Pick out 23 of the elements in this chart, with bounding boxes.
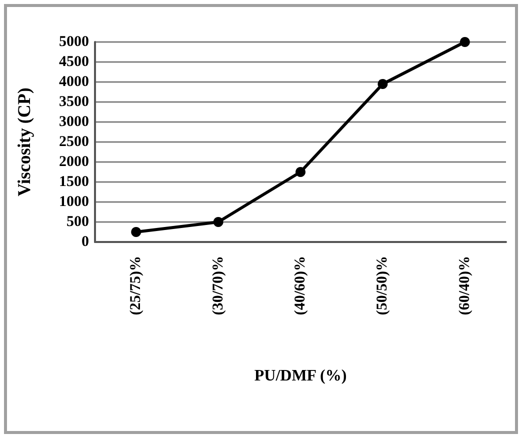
y-tick-label: 3000 [59,114,89,130]
x-tick-label: (40/60)% [292,256,308,316]
y-tick-label: 1500 [59,174,89,190]
x-tick-label: (30/70)% [210,256,226,316]
point [213,217,224,227]
y-tick-label: 4000 [59,74,89,90]
x-tick-label: (25/75)% [128,256,144,316]
y-tick-label: 0 [82,234,89,250]
x-tick-label: (50/50)% [374,256,391,316]
y-tick-label: 3500 [59,94,89,110]
point [296,167,306,177]
x-axis-title: PU/DMF (%) [254,368,347,384]
y-axis-title: Viscosity (CP) [14,88,34,196]
y-tick-label: 5000 [59,34,89,50]
y-tick-label: 1000 [59,194,89,210]
x-tick-label: (60/40)% [456,256,473,316]
y-tick-label: 2000 [59,154,89,170]
point [460,37,470,47]
y-tick-label: 4500 [59,54,89,70]
y-tick-label: 500 [66,214,89,230]
point [131,227,142,237]
y-tick-label: 2500 [59,134,89,150]
point [378,79,388,89]
